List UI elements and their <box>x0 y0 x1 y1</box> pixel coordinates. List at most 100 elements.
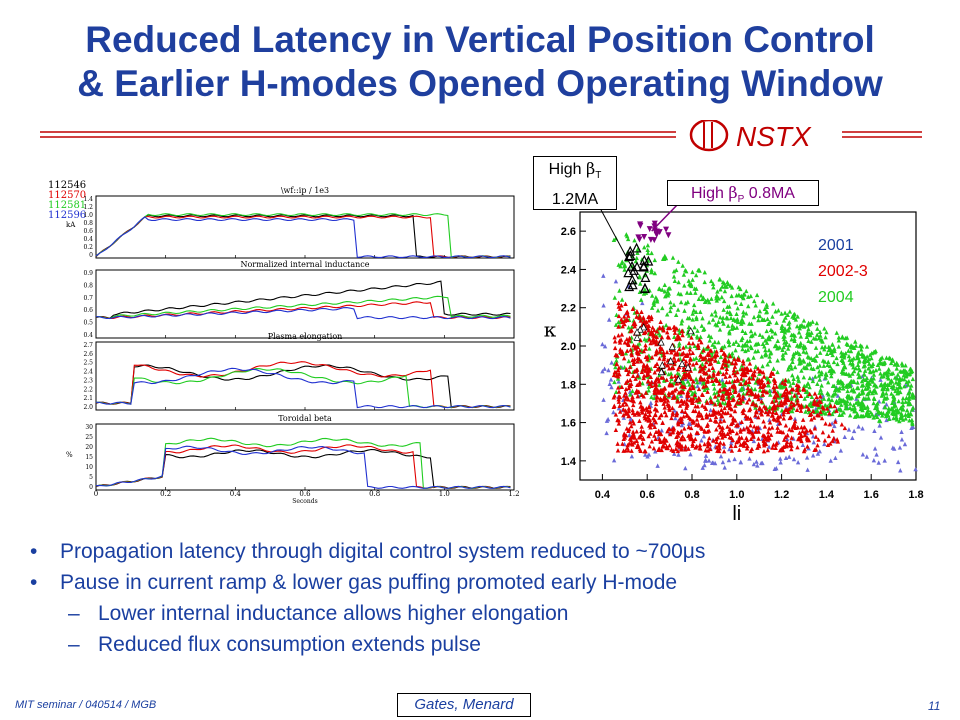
data-point <box>701 434 707 439</box>
data-point <box>623 301 628 307</box>
xtick-label: 1.0 <box>439 490 450 498</box>
data-point <box>633 328 641 336</box>
data-point <box>743 413 749 418</box>
data-point <box>814 353 819 358</box>
data-point <box>751 438 757 444</box>
shot-trace-112570 <box>95 444 511 489</box>
data-point <box>602 343 608 349</box>
data-point <box>721 371 726 377</box>
data-point <box>737 395 742 400</box>
legend-label: 2004 <box>818 289 854 306</box>
data-point <box>799 402 804 408</box>
data-point <box>640 300 645 306</box>
data-point <box>779 384 785 389</box>
data-point <box>658 319 663 324</box>
data-point <box>806 322 812 327</box>
data-point <box>683 444 688 449</box>
data-point <box>729 435 734 440</box>
data-point <box>671 347 676 353</box>
data-point <box>660 287 665 292</box>
data-point <box>657 325 662 330</box>
data-point <box>626 325 631 330</box>
data-point <box>652 406 658 412</box>
data-point <box>616 324 621 329</box>
data-point <box>738 429 743 434</box>
data-point <box>727 401 733 407</box>
data-point <box>666 286 671 291</box>
panel-ytick: 0.4 <box>83 236 93 243</box>
data-point <box>839 335 845 340</box>
data-point <box>781 344 786 350</box>
data-point <box>712 339 718 345</box>
data-point <box>662 405 667 410</box>
data-point <box>838 448 844 453</box>
data-point <box>764 304 770 310</box>
data-point <box>690 269 695 275</box>
data-point <box>817 329 823 335</box>
data-point <box>705 444 710 449</box>
data-point <box>736 342 741 347</box>
data-point <box>776 308 781 313</box>
data-point <box>828 403 833 408</box>
data-point <box>652 270 658 276</box>
data-point <box>706 299 712 305</box>
data-point <box>631 343 636 348</box>
data-point <box>816 413 822 418</box>
data-point <box>675 371 680 376</box>
data-point <box>626 358 631 364</box>
data-point <box>745 338 750 344</box>
y-tick-label: 1.4 <box>561 456 577 468</box>
data-point <box>739 385 745 391</box>
data-point <box>806 326 811 332</box>
shot-trace-112581 <box>95 368 511 409</box>
shot-trace-112581 <box>95 295 511 320</box>
data-point <box>863 377 869 382</box>
data-point <box>648 400 654 405</box>
data-point <box>817 377 822 382</box>
data-point <box>699 323 705 328</box>
data-point <box>646 404 652 409</box>
data-point <box>900 406 906 412</box>
panel-ytick: 1.0 <box>83 212 93 219</box>
data-point <box>616 367 621 373</box>
data-point <box>735 369 740 375</box>
data-point <box>698 425 704 430</box>
data-point <box>843 405 848 411</box>
data-point <box>619 297 625 302</box>
data-point <box>847 373 853 378</box>
data-point <box>716 340 721 345</box>
data-point <box>825 442 831 447</box>
data-point <box>695 383 700 389</box>
data-point <box>829 373 834 379</box>
panel-ytick: 2.7 <box>83 342 93 349</box>
panel-ytick: 0.8 <box>83 220 93 227</box>
data-point <box>814 394 819 400</box>
data-point <box>783 315 788 320</box>
data-point <box>654 394 659 399</box>
data-point <box>752 331 758 336</box>
data-point <box>723 352 728 358</box>
data-point <box>772 380 778 386</box>
data-point <box>730 393 736 399</box>
data-point <box>807 375 813 381</box>
data-point <box>682 399 687 404</box>
data-point <box>683 353 688 358</box>
data-point <box>724 366 730 371</box>
data-point <box>717 327 723 332</box>
y-tick-label: 2.0 <box>561 341 576 353</box>
data-point <box>910 421 915 427</box>
data-point <box>782 330 788 335</box>
data-point <box>763 405 769 411</box>
data-point <box>840 383 846 388</box>
panel-ytick: 20 <box>85 444 93 451</box>
data-point <box>657 382 662 388</box>
data-point <box>781 412 786 417</box>
data-point <box>767 420 773 425</box>
data-point <box>719 407 724 413</box>
data-point <box>805 437 810 443</box>
data-point <box>859 351 865 357</box>
data-point <box>679 428 684 434</box>
data-point <box>646 378 651 384</box>
data-point <box>892 362 897 367</box>
data-point <box>775 393 780 398</box>
